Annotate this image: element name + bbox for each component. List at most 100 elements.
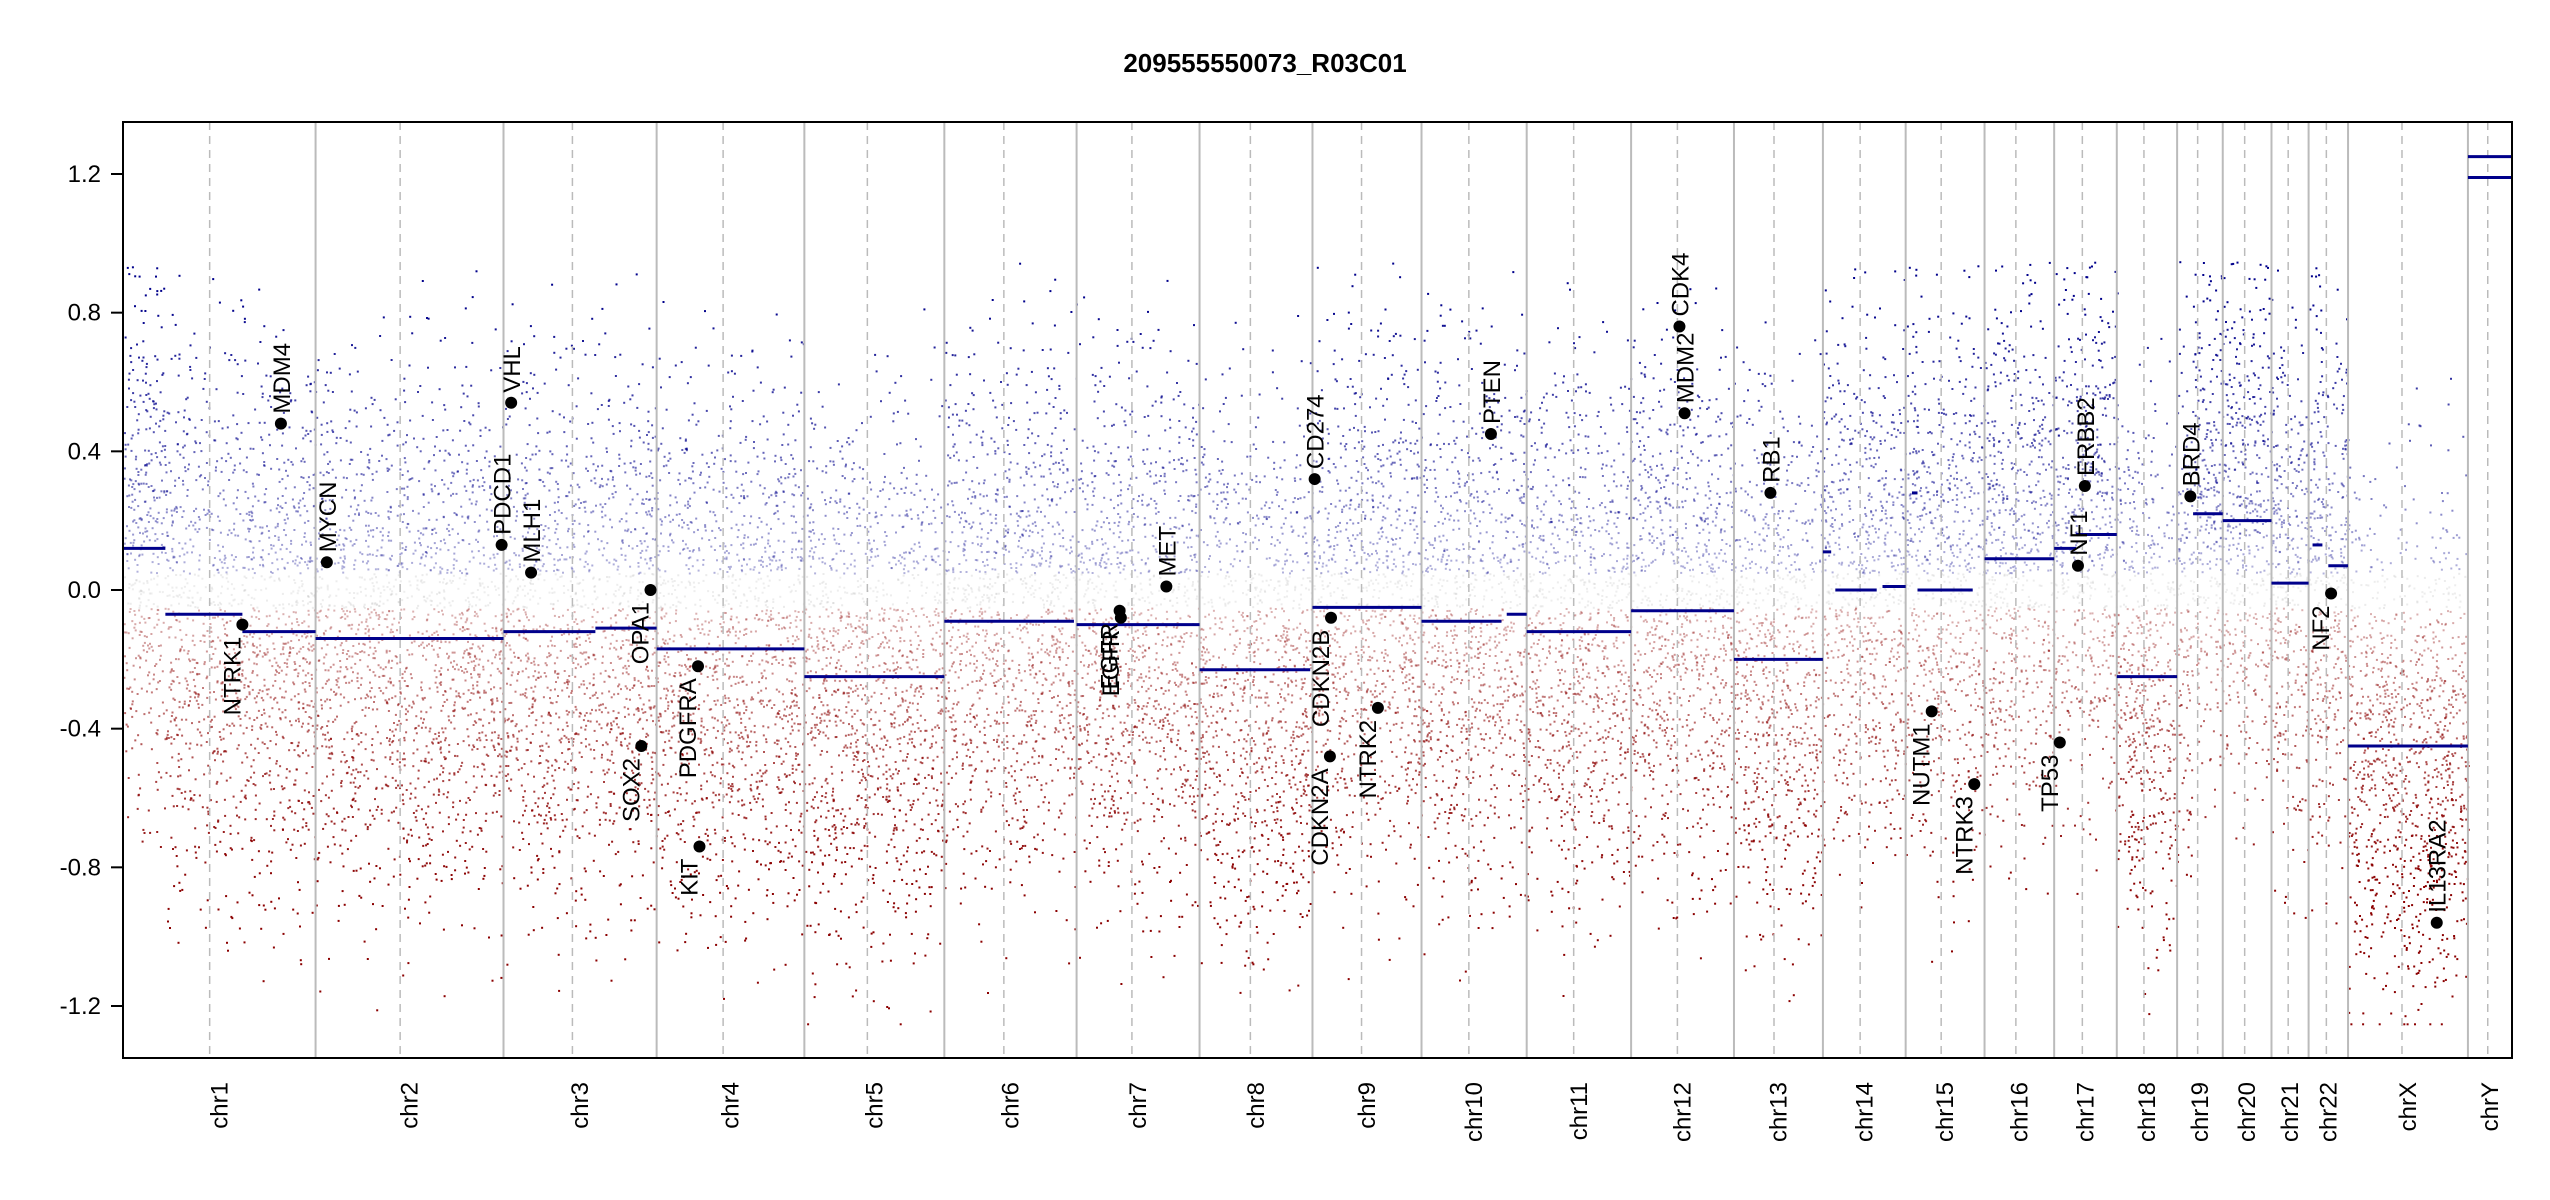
probe-point <box>156 267 158 269</box>
probe-point <box>463 827 465 829</box>
probe-point <box>494 564 496 566</box>
probe-point <box>234 599 236 601</box>
probe-point <box>527 657 529 659</box>
probe-point <box>619 885 621 887</box>
probe-point <box>320 587 322 589</box>
probe-point <box>133 519 135 521</box>
probe-point <box>308 716 310 718</box>
probe-point <box>227 534 229 536</box>
probe-point <box>341 780 343 782</box>
probe-point <box>365 595 367 597</box>
probe-point <box>572 662 574 664</box>
probe-point <box>298 651 300 653</box>
probe-point <box>206 807 208 809</box>
probe-point <box>443 539 445 541</box>
probe-point <box>404 401 406 403</box>
probe-point <box>418 480 420 482</box>
probe-point <box>272 685 274 687</box>
probe-point <box>467 701 469 703</box>
probe-point <box>496 700 498 702</box>
probe-point <box>585 725 587 727</box>
probe-point <box>160 655 162 657</box>
probe-point <box>402 474 404 476</box>
probe-point <box>279 688 281 690</box>
probe-point <box>284 519 286 521</box>
probe-point <box>159 591 161 593</box>
probe-point <box>156 290 158 292</box>
probe-point <box>334 719 336 721</box>
probe-point <box>431 490 433 492</box>
probe-point <box>170 470 172 472</box>
probe-point <box>608 419 610 421</box>
probe-point <box>144 635 146 637</box>
probe-point <box>328 815 330 817</box>
probe-point <box>534 699 536 701</box>
probe-point <box>623 402 625 404</box>
probe-point <box>637 595 639 597</box>
probe-point <box>155 520 157 522</box>
probe-point <box>188 418 190 420</box>
probe-point <box>648 328 650 330</box>
probe-point <box>298 693 300 695</box>
probe-point <box>519 585 521 587</box>
probe-point <box>428 781 430 783</box>
probe-point <box>416 695 418 697</box>
probe-point <box>523 625 525 627</box>
probe-point <box>593 673 595 675</box>
probe-point <box>336 437 338 439</box>
probe-point <box>371 611 373 613</box>
probe-point <box>466 618 468 620</box>
probe-point <box>467 395 469 397</box>
probe-point <box>524 810 526 812</box>
probe-point <box>201 704 203 706</box>
probe-point <box>399 874 401 876</box>
probe-point <box>157 789 159 791</box>
probe-point <box>130 707 132 709</box>
probe-point <box>467 518 469 520</box>
probe-point <box>653 798 655 800</box>
probe-point <box>160 777 162 779</box>
probe-point <box>273 815 275 817</box>
probe-point <box>298 639 300 641</box>
probe-point <box>425 758 427 760</box>
probe-point <box>424 865 426 867</box>
probe-point <box>344 904 346 906</box>
probe-point <box>307 603 309 605</box>
probe-point <box>137 379 139 381</box>
probe-point <box>311 678 313 680</box>
probe-point <box>201 578 203 580</box>
probe-point <box>171 548 173 550</box>
probe-point <box>326 422 328 424</box>
probe-point <box>445 737 447 739</box>
probe-point <box>522 796 524 798</box>
probe-point <box>550 817 552 819</box>
probe-point <box>407 962 409 964</box>
probe-point <box>464 486 466 488</box>
probe-point <box>161 326 163 328</box>
probe-point <box>473 693 475 695</box>
probe-point <box>608 791 610 793</box>
probe-point <box>413 752 415 754</box>
probe-point <box>170 662 172 664</box>
probe-point <box>179 729 181 731</box>
probe-point <box>238 603 240 605</box>
probe-point <box>342 543 344 545</box>
probe-point <box>477 479 479 481</box>
probe-point <box>522 693 524 695</box>
probe-point <box>438 789 440 791</box>
probe-point <box>368 525 370 527</box>
probe-point <box>542 843 544 845</box>
probe-point <box>532 906 534 908</box>
probe-point <box>393 735 395 737</box>
probe-point <box>329 461 331 463</box>
probe-point <box>557 917 559 919</box>
probe-point <box>285 487 287 489</box>
probe-point <box>329 753 331 755</box>
probe-point <box>638 573 640 575</box>
probe-point <box>435 873 437 875</box>
probe-point <box>425 659 427 661</box>
probe-point <box>586 687 588 689</box>
probe-point <box>391 555 393 557</box>
probe-point <box>372 529 374 531</box>
probe-point <box>270 860 272 862</box>
